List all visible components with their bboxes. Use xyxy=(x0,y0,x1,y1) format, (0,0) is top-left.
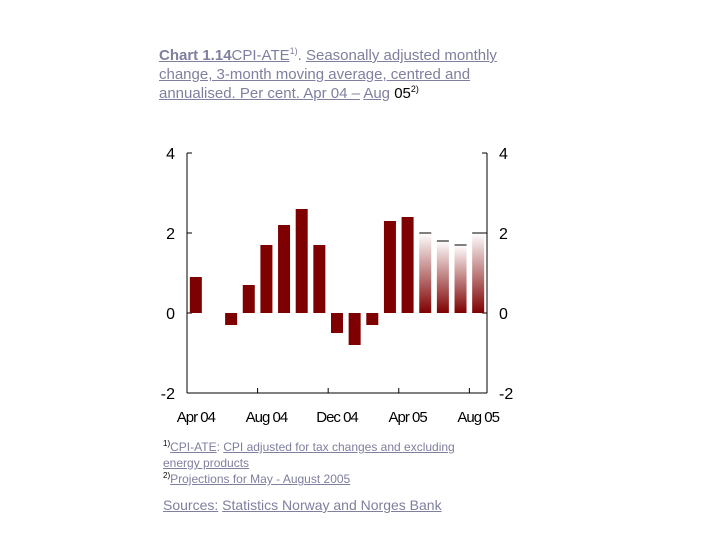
x-tick-labels: Apr 04 Aug 04 Dec 04 Apr 05 Aug 05 xyxy=(177,409,501,426)
title-tail-sup: 2) xyxy=(410,84,419,94)
title-name: CPI-ATE xyxy=(231,47,290,64)
y-tick-label-left: 2 xyxy=(166,226,175,243)
title-description: Seasonally adjusted monthly change, 3-mo… xyxy=(159,47,497,102)
y-tick-labels: 4 4 2 2 0 0 -2 -2 xyxy=(161,146,514,403)
footnote-1-marker: 1) xyxy=(163,439,171,448)
sources-line: Sources: Statistics Norway and Norges Ba… xyxy=(163,497,442,513)
title-sep: . xyxy=(297,47,302,64)
x-tick-label: Aug 05 xyxy=(457,409,499,426)
title-tail-underlined: Aug xyxy=(363,85,391,102)
bar-aug-04 xyxy=(260,245,273,313)
bar-jul-04 xyxy=(242,285,255,313)
bar-feb-05 xyxy=(366,313,379,325)
y-tick-label-left: 0 xyxy=(166,306,175,323)
footnote-2-marker: 2) xyxy=(163,471,171,480)
footnote-1-sep: : xyxy=(216,440,224,454)
y-tick-label-right: -2 xyxy=(499,386,513,403)
footnote-1-term: CPI-ATE xyxy=(170,440,217,454)
y-tick-label-right: 4 xyxy=(499,146,508,163)
footnotes: 1)CPI-ATE: CPI adjusted for tax changes … xyxy=(163,439,493,487)
chart-number: Chart 1.14 xyxy=(159,47,232,64)
chart-bars xyxy=(189,209,485,345)
y-tick-label-left: 4 xyxy=(166,146,175,163)
bar-apr-05 xyxy=(401,217,414,313)
sources-label: Sources: xyxy=(163,497,219,513)
bar-mar-05 xyxy=(383,221,396,313)
chart-title: Chart 1.14CPI-ATE1). Seasonally adjusted… xyxy=(159,46,509,103)
x-tick-label: Aug 04 xyxy=(246,409,288,426)
title-tail-plain: 05 xyxy=(390,85,411,102)
footnote-1-text: CPI adjusted for tax changes and excludi… xyxy=(163,440,455,470)
footnote-2-text: Projections for May - August 2005 xyxy=(170,472,351,486)
title-sup: 1) xyxy=(289,46,298,56)
x-tick-label: Apr 05 xyxy=(388,409,427,426)
x-tick-label: Dec 04 xyxy=(316,409,358,426)
bar-apr-04 xyxy=(189,277,202,313)
bar-jun-04 xyxy=(225,313,238,325)
footnote-2: 2)Projections for May - August 2005 xyxy=(163,471,493,487)
bar-may-05 xyxy=(419,233,432,313)
bar-dec-04 xyxy=(331,313,343,333)
bar-chart: 4 4 2 2 0 0 -2 -2 Apr 04 Aug 04 Dec 04 Apr 05 Aug 0… xyxy=(161,146,514,426)
bar-oct-04 xyxy=(295,209,308,313)
sources-text: Statistics Norway and Norges Bank xyxy=(222,497,442,513)
bar-nov-04 xyxy=(313,245,326,313)
bar-jan-05 xyxy=(348,313,361,345)
footnote-1: 1)CPI-ATE: CPI adjusted for tax changes … xyxy=(163,439,493,471)
y-tick-label-right: 0 xyxy=(499,306,508,323)
bar-jun-05 xyxy=(436,241,449,313)
bar-aug-05 xyxy=(472,233,485,313)
y-tick-label-right: 2 xyxy=(499,226,508,243)
bar-jul-05 xyxy=(454,245,467,313)
bar-sep-04 xyxy=(278,225,291,313)
x-tick-label: Apr 04 xyxy=(177,409,216,426)
y-tick-label-left: -2 xyxy=(161,386,175,403)
